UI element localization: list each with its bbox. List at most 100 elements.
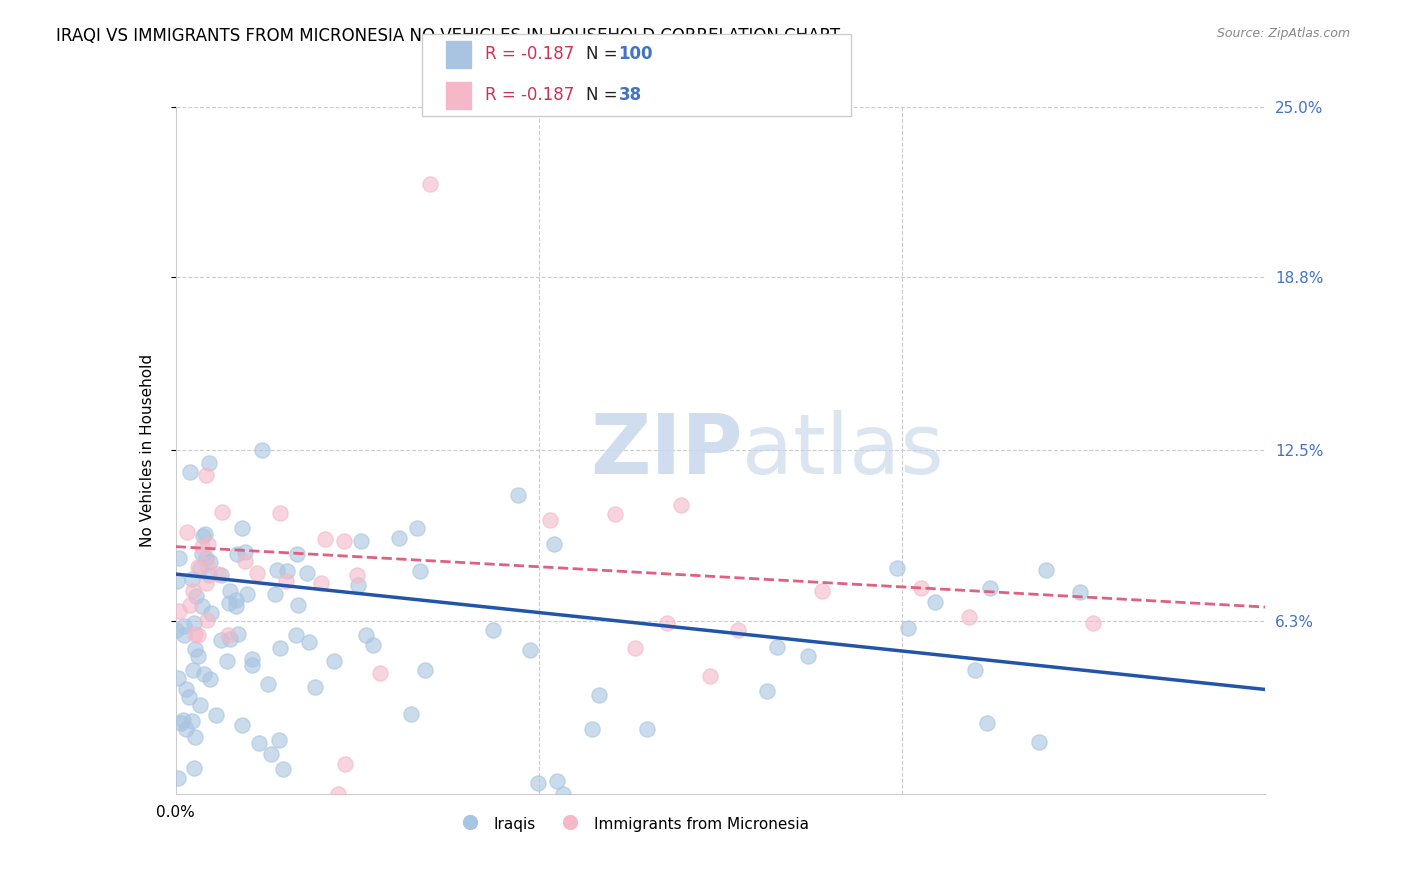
Point [184,731,207,745]
Point [190,561,212,575]
Point [209,633,232,648]
Point [1028,735,1050,749]
Point [205,708,228,723]
Point [194,551,217,566]
Text: 100: 100 [619,45,654,63]
Text: N =: N = [586,45,623,63]
Point [184,589,207,603]
Point [187,628,209,642]
Point [179,598,201,612]
Point [588,688,610,702]
Point [304,680,326,694]
Point [166,574,188,588]
Point [297,635,319,649]
Point [172,713,194,727]
Legend: Iraqis, Immigrants from Micronesia: Iraqis, Immigrants from Micronesia [453,810,814,838]
Point [195,575,218,590]
Point [180,573,202,587]
Point [165,623,187,637]
Point [184,626,207,640]
Point [264,587,287,601]
Point [211,505,233,519]
Point [309,576,332,591]
Point [886,560,908,574]
Point [368,666,391,681]
Point [959,610,981,624]
Point [361,638,384,652]
Point [349,534,371,549]
Point [257,677,280,691]
Point [924,595,946,609]
Point [266,563,288,577]
Point [405,521,427,535]
Point [260,747,283,761]
Point [181,664,204,678]
Point [276,564,298,578]
Point [187,649,209,664]
Point [419,177,441,191]
Point [976,716,998,731]
Point [965,663,987,677]
Point [287,547,309,561]
Point [169,716,191,731]
Point [193,667,215,681]
Point [197,537,219,551]
Point [174,681,197,696]
Point [191,599,214,614]
Point [225,593,247,607]
Point [183,616,205,631]
Point [526,776,548,790]
Point [200,606,222,620]
Point [169,604,191,618]
Point [346,568,368,582]
Point [179,465,201,479]
Point [217,628,239,642]
Point [174,722,197,736]
Text: Source: ZipAtlas.com: Source: ZipAtlas.com [1216,27,1350,40]
Point [543,537,565,551]
Point [506,488,529,502]
Point [699,669,721,683]
Point [218,596,240,610]
Point [191,547,214,561]
Point [636,722,658,736]
Point [167,551,190,566]
Point [198,556,221,570]
Text: atlas: atlas [742,410,943,491]
Text: IRAQI VS IMMIGRANTS FROM MICRONESIA NO VEHICLES IN HOUSEHOLD CORRELATION CHART: IRAQI VS IMMIGRANTS FROM MICRONESIA NO V… [56,27,841,45]
Point [519,643,541,657]
Point [233,554,256,568]
Point [624,640,647,655]
Point [314,533,336,547]
Point [766,640,789,654]
Point [194,468,217,483]
Point [197,568,219,582]
Point [269,507,291,521]
Point [233,545,256,559]
Point [231,718,253,732]
Point [897,621,920,635]
Point [354,627,377,641]
Point [551,787,574,801]
Point [727,623,749,637]
Point [191,529,214,543]
Point [173,628,195,642]
Point [231,521,253,535]
Point [322,654,344,668]
Point [250,443,273,458]
Point [181,714,204,728]
Point [184,642,207,657]
Point [225,599,247,614]
Point [671,499,693,513]
Point [409,564,432,578]
Y-axis label: No Vehicles in Household: No Vehicles in Household [141,354,155,547]
Point [346,578,368,592]
Point [1069,585,1091,599]
Point [240,652,263,666]
Point [482,623,505,637]
Point [197,456,219,470]
Point [200,673,222,687]
Point [332,533,354,548]
Point [247,736,270,750]
Text: N =: N = [586,87,623,104]
